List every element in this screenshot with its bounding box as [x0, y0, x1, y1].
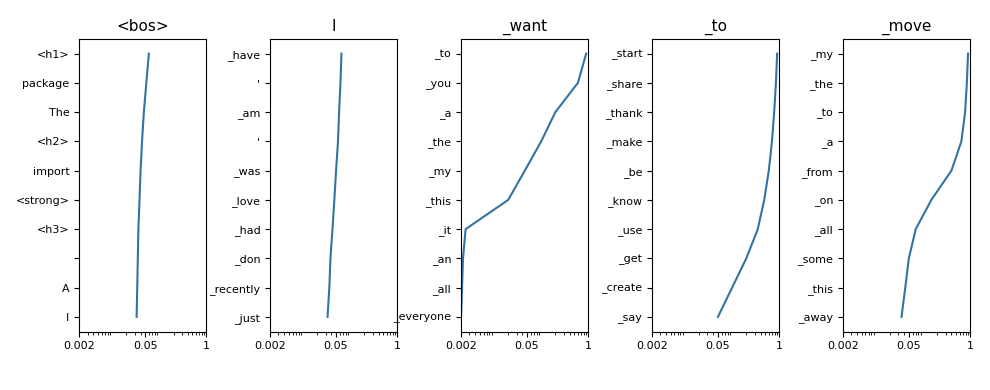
Title: <bos>: <bos>	[117, 19, 169, 34]
Title: _want: _want	[502, 19, 547, 35]
Title: I: I	[332, 19, 336, 34]
Title: _move: _move	[881, 20, 932, 35]
Title: _to: _to	[704, 19, 727, 35]
